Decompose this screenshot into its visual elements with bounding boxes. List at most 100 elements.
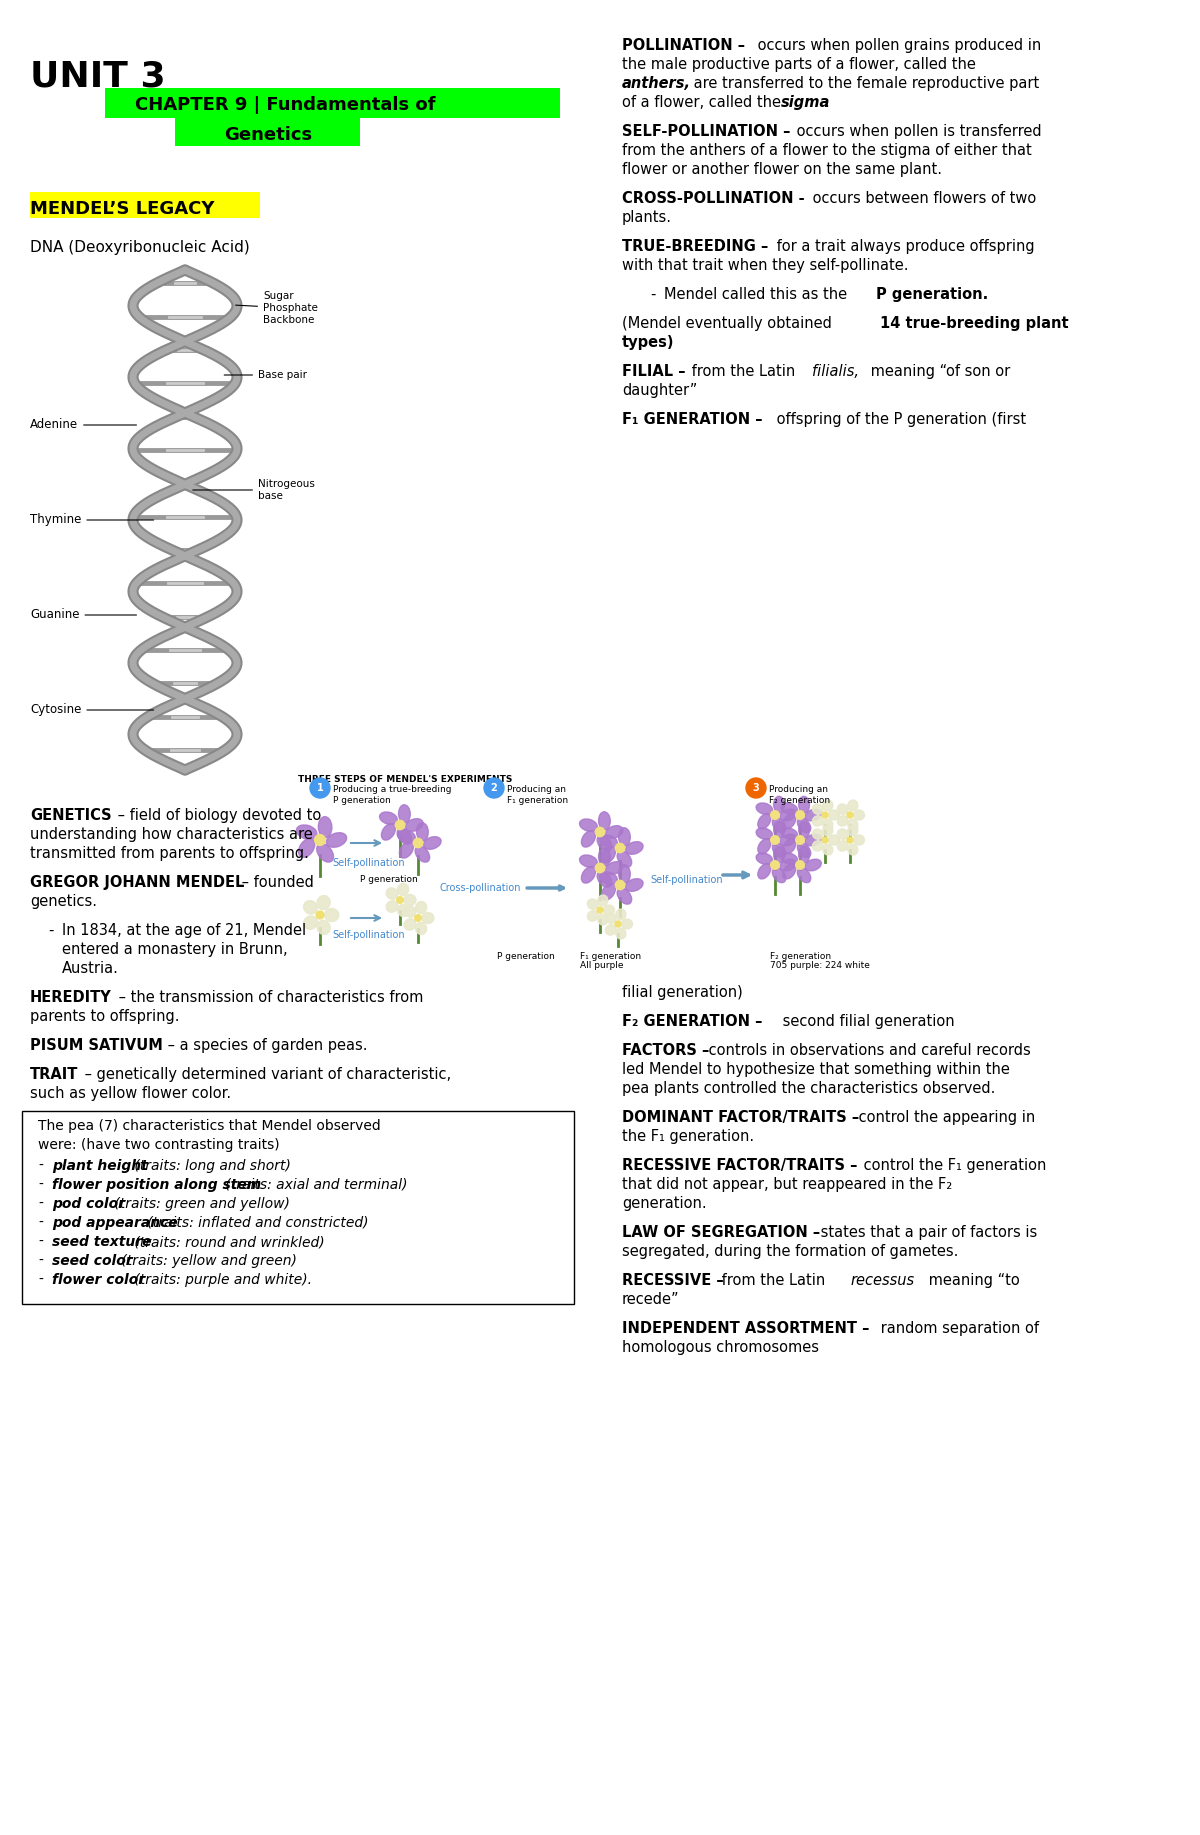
- Ellipse shape: [773, 868, 786, 883]
- Circle shape: [746, 778, 766, 798]
- Ellipse shape: [400, 842, 414, 859]
- Text: meaning “to: meaning “to: [924, 1273, 1020, 1288]
- Ellipse shape: [397, 883, 409, 895]
- Ellipse shape: [317, 895, 330, 910]
- Text: from the anthers of a flower to the stigma of either that: from the anthers of a flower to the stig…: [622, 143, 1032, 158]
- Text: THREE STEPS OF MENDEL'S EXPERIMENTS: THREE STEPS OF MENDEL'S EXPERIMENTS: [298, 774, 512, 784]
- Text: Cytosine: Cytosine: [30, 703, 154, 716]
- Text: filialis,: filialis,: [812, 363, 859, 380]
- Ellipse shape: [812, 817, 823, 826]
- Text: seed texture: seed texture: [52, 1235, 151, 1250]
- Ellipse shape: [601, 884, 616, 901]
- Text: segregated, during the formation of gametes.: segregated, during the formation of game…: [622, 1244, 959, 1259]
- Text: controls in observations and careful records: controls in observations and careful rec…: [704, 1042, 1031, 1059]
- Text: daughter”: daughter”: [622, 384, 697, 398]
- Text: CHAPTER 9 | Fundamentals of: CHAPTER 9 | Fundamentals of: [134, 95, 436, 114]
- Ellipse shape: [797, 818, 811, 833]
- Ellipse shape: [823, 800, 833, 811]
- Ellipse shape: [756, 828, 773, 839]
- Ellipse shape: [404, 906, 416, 918]
- Text: flower color: flower color: [52, 1273, 145, 1286]
- Text: -: -: [650, 286, 655, 303]
- Text: Self-pollination: Self-pollination: [332, 859, 404, 868]
- Ellipse shape: [838, 804, 848, 815]
- Ellipse shape: [397, 905, 409, 916]
- Circle shape: [310, 778, 330, 798]
- Ellipse shape: [600, 835, 617, 848]
- Text: Guanine: Guanine: [30, 609, 137, 622]
- Text: the male productive parts of a flower, called the: the male productive parts of a flower, c…: [622, 57, 976, 72]
- Text: types): types): [622, 336, 674, 350]
- Ellipse shape: [823, 826, 833, 837]
- Text: of a flower, called the: of a flower, called the: [622, 95, 786, 110]
- FancyBboxPatch shape: [22, 1110, 574, 1305]
- Text: states that a pair of factors is: states that a pair of factors is: [816, 1226, 1037, 1240]
- Text: -: -: [48, 923, 53, 938]
- Text: sigma: sigma: [781, 95, 830, 110]
- Circle shape: [847, 837, 853, 842]
- Ellipse shape: [605, 925, 616, 936]
- Text: F₁ GENERATION –: F₁ GENERATION –: [622, 413, 762, 428]
- Text: 14 true-breeding plant: 14 true-breeding plant: [880, 316, 1069, 330]
- Ellipse shape: [386, 888, 398, 899]
- Text: P generation.: P generation.: [876, 286, 989, 303]
- Ellipse shape: [304, 901, 318, 914]
- Text: MENDEL’S LEGACY: MENDEL’S LEGACY: [30, 200, 215, 218]
- Ellipse shape: [601, 846, 616, 862]
- Text: occurs when pollen is transferred: occurs when pollen is transferred: [792, 125, 1042, 139]
- Text: (traits: green and yellow): (traits: green and yellow): [110, 1196, 290, 1211]
- Text: Producing a true-breeding
P generation: Producing a true-breeding P generation: [334, 785, 451, 806]
- Text: entered a monastery in Brunn,: entered a monastery in Brunn,: [62, 941, 288, 958]
- FancyBboxPatch shape: [175, 117, 360, 147]
- Ellipse shape: [598, 872, 612, 886]
- Ellipse shape: [625, 842, 643, 855]
- Text: were: (have two contrasting traits): were: (have two contrasting traits): [38, 1138, 280, 1152]
- Text: Self-pollination: Self-pollination: [332, 930, 404, 940]
- Text: control the F₁ generation: control the F₁ generation: [859, 1158, 1046, 1173]
- Ellipse shape: [618, 864, 630, 883]
- Ellipse shape: [823, 818, 833, 829]
- Ellipse shape: [828, 809, 840, 820]
- Ellipse shape: [318, 817, 332, 837]
- Ellipse shape: [838, 829, 848, 839]
- Text: genetics.: genetics.: [30, 894, 97, 908]
- Text: that did not appear, but reappeared in the F₂: that did not appear, but reappeared in t…: [622, 1176, 953, 1193]
- Ellipse shape: [326, 833, 347, 848]
- Text: transmitted from parents to offspring.: transmitted from parents to offspring.: [30, 846, 308, 861]
- Ellipse shape: [847, 818, 858, 829]
- Text: Nitrogeous
base: Nitrogeous base: [193, 479, 314, 501]
- Circle shape: [598, 906, 604, 914]
- Ellipse shape: [415, 901, 427, 914]
- Ellipse shape: [398, 806, 410, 822]
- Text: pod appearance: pod appearance: [52, 1217, 178, 1229]
- Ellipse shape: [799, 822, 810, 839]
- Text: TRUE-BREEDING –: TRUE-BREEDING –: [622, 239, 768, 253]
- Ellipse shape: [774, 796, 785, 813]
- Text: led Mendel to hypothesize that something within the: led Mendel to hypothesize that something…: [622, 1062, 1010, 1077]
- Ellipse shape: [599, 848, 611, 866]
- Ellipse shape: [838, 840, 848, 851]
- Circle shape: [822, 837, 828, 842]
- Text: filial generation): filial generation): [622, 985, 743, 1000]
- Ellipse shape: [317, 844, 334, 862]
- Text: Cross-pollination: Cross-pollination: [440, 883, 563, 894]
- Ellipse shape: [599, 811, 611, 829]
- Ellipse shape: [580, 855, 598, 868]
- Ellipse shape: [587, 910, 598, 921]
- Ellipse shape: [781, 804, 798, 815]
- Ellipse shape: [598, 835, 612, 851]
- Text: -: -: [38, 1217, 43, 1229]
- Ellipse shape: [404, 919, 416, 930]
- Ellipse shape: [774, 846, 785, 862]
- Text: -: -: [38, 1196, 43, 1211]
- Ellipse shape: [415, 923, 427, 934]
- Text: CROSS-POLLINATION -: CROSS-POLLINATION -: [622, 191, 805, 206]
- Circle shape: [770, 861, 779, 870]
- Text: GREGOR JOHANN MENDEL: GREGOR JOHANN MENDEL: [30, 875, 245, 890]
- Text: -: -: [38, 1253, 43, 1268]
- Ellipse shape: [853, 835, 864, 844]
- Ellipse shape: [781, 853, 798, 864]
- Text: with that trait when they self-pollinate.: with that trait when they self-pollinate…: [622, 259, 908, 273]
- Text: -: -: [38, 1160, 43, 1173]
- Circle shape: [395, 820, 404, 829]
